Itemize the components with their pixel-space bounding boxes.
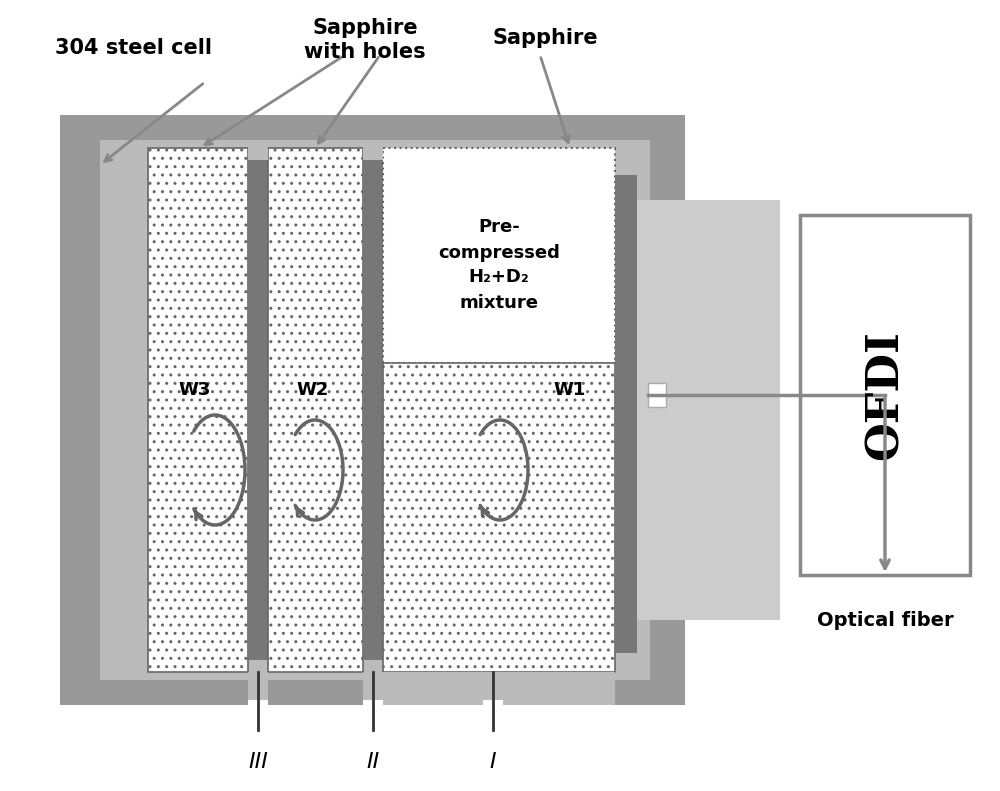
Bar <box>148 148 248 672</box>
Bar <box>248 160 268 660</box>
Bar <box>363 700 383 710</box>
Text: OFDI: OFDI <box>864 330 906 460</box>
Bar <box>363 140 383 160</box>
Text: W1: W1 <box>554 381 586 399</box>
Bar <box>363 672 383 705</box>
Bar <box>248 700 268 710</box>
Bar <box>60 115 685 705</box>
Bar <box>268 148 363 672</box>
Text: II: II <box>366 752 380 772</box>
Bar <box>248 140 268 160</box>
Text: Pre-
compressed
H₂+D₂
mixture: Pre- compressed H₂+D₂ mixture <box>438 218 560 312</box>
Text: Optical fiber: Optical fiber <box>817 611 953 630</box>
Text: with holes: with holes <box>304 42 426 62</box>
Bar <box>383 148 615 363</box>
Bar <box>800 215 970 575</box>
Text: Sapphire: Sapphire <box>492 28 598 48</box>
Text: III: III <box>248 752 268 772</box>
Bar <box>383 363 615 672</box>
Text: 304 steel cell: 304 steel cell <box>55 38 212 58</box>
Text: W3: W3 <box>179 381 211 399</box>
Text: W2: W2 <box>297 381 329 399</box>
Bar <box>383 672 615 705</box>
Text: I: I <box>490 752 496 772</box>
Bar <box>248 672 268 705</box>
Bar <box>635 200 780 620</box>
Bar <box>648 383 666 407</box>
Bar <box>100 140 650 680</box>
Bar <box>363 160 383 660</box>
Bar <box>483 700 503 710</box>
Text: Sapphire: Sapphire <box>312 18 418 38</box>
Bar <box>615 175 637 653</box>
